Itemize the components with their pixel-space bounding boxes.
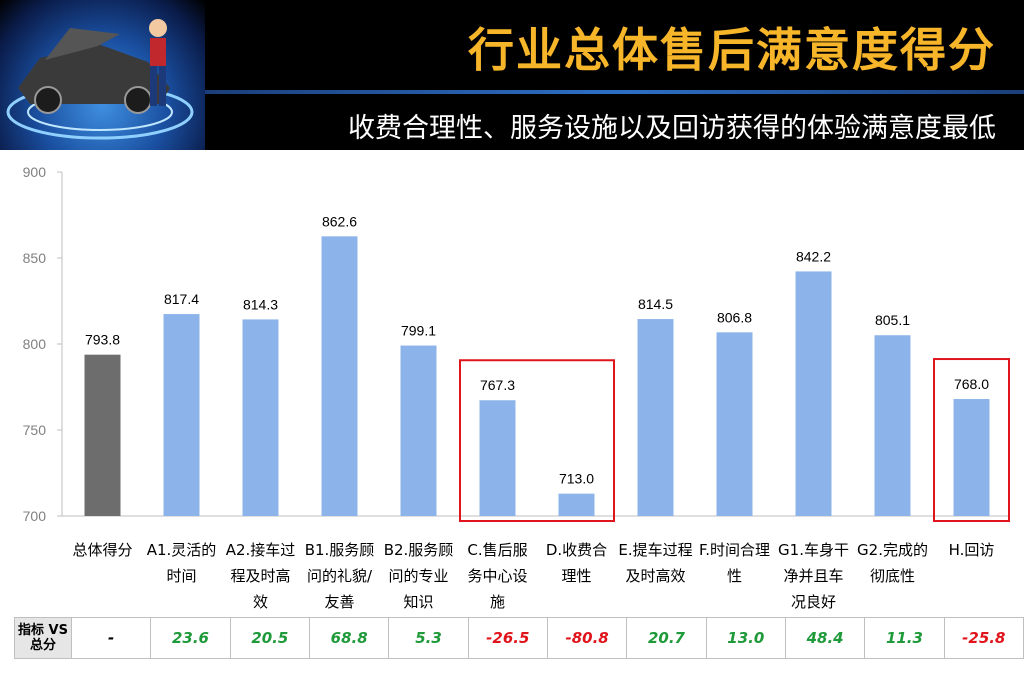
y-tick-label: 750	[23, 422, 47, 438]
category-label: B2.服务顾 问的专业知识	[379, 537, 459, 615]
car-mechanic-illustration	[6, 19, 194, 140]
car-service-logo	[0, 0, 205, 150]
category-label-line: 性	[726, 567, 742, 585]
category-label-line: G1.车身干	[778, 541, 849, 559]
category-label-line: 净并且车	[783, 567, 844, 585]
category-label: D.收费合理性	[537, 537, 617, 589]
header-divider	[205, 90, 1024, 94]
bar-10	[874, 335, 911, 516]
category-label: B1.服务顾 问的礼貌/友善	[300, 537, 380, 615]
highlight-box-0	[459, 359, 615, 522]
y-tick-label: 800	[23, 336, 47, 352]
diff-cell: 11.3	[864, 617, 945, 659]
diff-cell: 5.3	[388, 617, 469, 659]
diff-row: 指标 VS 总分 -23.6 20.5 68.8 5.3 -26.5 -80.8 20.7 1…	[14, 617, 1024, 659]
category-label-line: 知识	[403, 593, 434, 611]
category-label: G2.完成的 彻底性	[853, 537, 933, 589]
category-label-line: B1.服务顾	[304, 541, 375, 559]
diff-header-line-2: 总分	[29, 638, 56, 653]
diff-cell: 20.5	[229, 617, 310, 659]
bar-9	[795, 271, 832, 516]
category-label: H.回访	[932, 537, 1012, 563]
category-label: A1.灵活的 时间	[142, 537, 222, 589]
category-label-line: 施	[489, 593, 505, 611]
category-label-line: 友善	[324, 593, 355, 611]
value-label: 767.3	[480, 377, 515, 393]
value-label: 842.2	[796, 248, 831, 264]
diff-cell: -	[70, 617, 152, 659]
value-label: 817.4	[164, 291, 199, 307]
diff-cell: 23.6	[150, 617, 231, 659]
bar-8	[716, 332, 753, 516]
category-label: A2.接车过 程及时高效	[221, 537, 301, 615]
category-label: C.售后服务中心设施	[458, 537, 538, 615]
bar-2	[242, 319, 279, 516]
bar-6	[558, 493, 595, 516]
category-label-line: 务中心设	[467, 567, 528, 585]
bar-0	[84, 354, 121, 516]
category-label-line: A2.接车过	[225, 541, 296, 559]
category-label-line: H.回访	[948, 541, 995, 559]
category-label-line: 彻底性	[869, 567, 915, 585]
category-label-line: 程及时高	[230, 567, 291, 585]
bar-7	[637, 319, 674, 516]
value-label: 814.3	[243, 296, 278, 312]
header-banner: 行业总体售后满意度得分 收费合理性、服务设施以及回访获得的体验满意度最低	[0, 0, 1024, 150]
y-tick-label: 700	[23, 508, 47, 524]
value-label: 806.8	[717, 309, 752, 325]
diff-header-line-1: 指标 VS	[18, 623, 68, 638]
bar-3	[321, 236, 358, 516]
category-label-line: 及时高效	[625, 567, 686, 585]
diff-cell: 48.4	[784, 617, 866, 659]
category-label-line: B2.服务顾	[383, 541, 454, 559]
category-label: E.提车过程 及时高效	[616, 537, 696, 589]
y-tick-label: 900	[23, 164, 47, 180]
category-label-line: A1.灵活的	[146, 541, 217, 559]
value-label: 805.1	[875, 312, 910, 328]
category-label-line: 总体得分	[72, 541, 133, 559]
bar-11	[953, 399, 990, 516]
category-label-line: E.提车过程	[618, 541, 693, 559]
bar-1	[163, 314, 200, 516]
diff-cell: -26.5	[467, 617, 548, 659]
value-label: 768.0	[954, 376, 989, 392]
category-label-line: 时间	[166, 567, 197, 585]
category-label: F.时间合理性	[695, 537, 775, 589]
category-label: G1.车身干 净并且车况良好	[774, 537, 854, 615]
value-label: 799.1	[401, 323, 436, 339]
page-subtitle: 收费合理性、服务设施以及回访获得的体验满意度最低	[348, 113, 996, 144]
category-label-line: G2.完成的	[857, 541, 928, 559]
category-label-line: F.时间合理	[699, 541, 770, 559]
category-label-line: 况良好	[790, 593, 836, 611]
category-label: 总体得分	[63, 537, 143, 563]
diff-cell: 13.0	[705, 617, 786, 659]
diff-row-header: 指标 VS 总分	[14, 617, 72, 659]
page-title: 行业总体售后满意度得分	[468, 23, 996, 77]
value-label: 713.0	[559, 471, 594, 487]
y-tick-label: 850	[23, 250, 47, 266]
diff-cell: -25.8	[943, 617, 1024, 659]
bar-4	[400, 345, 437, 516]
category-label-line: C.售后服	[467, 541, 528, 559]
category-label-line: 问的礼貌/	[306, 567, 373, 585]
bar-5	[479, 400, 516, 516]
diff-cell: -80.8	[546, 617, 628, 659]
value-label: 814.5	[638, 296, 673, 312]
satisfaction-bar-chart: 700 750 800 850 900 793.8 817.4 814.3 862.6 799.1…	[23, 164, 1010, 524]
highlight-box-1	[933, 358, 1010, 522]
diff-vs-overall-table: 指标 VS 总分 -23.6 20.5 68.8 5.3 -26.5 -80.8 20.7 1…	[14, 617, 1024, 659]
value-label: 793.8	[85, 332, 120, 348]
diff-cell: 68.8	[308, 617, 390, 659]
category-label-line: 效	[252, 593, 268, 611]
diff-cell: 20.7	[626, 617, 707, 659]
value-label: 862.6	[322, 213, 357, 229]
category-label-line: 问的专业	[388, 567, 449, 585]
category-label-line: 理性	[561, 567, 592, 585]
category-label-line: D.收费合	[545, 541, 608, 559]
